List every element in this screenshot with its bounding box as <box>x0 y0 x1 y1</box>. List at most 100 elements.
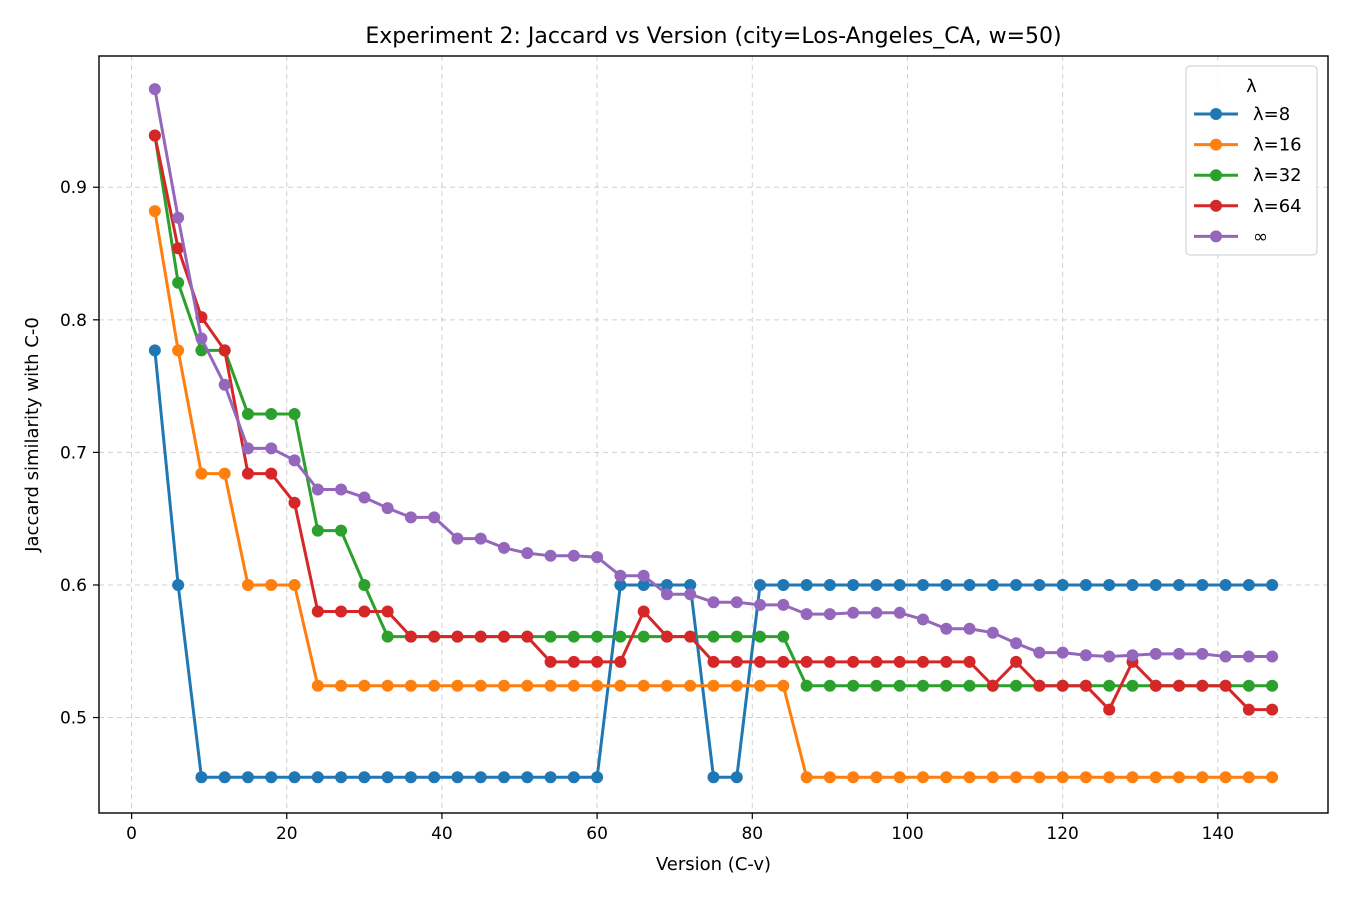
data-point <box>847 771 860 784</box>
data-point <box>660 588 673 601</box>
data-point <box>754 598 767 611</box>
data-point <box>1219 578 1232 591</box>
data-point <box>684 588 697 601</box>
data-point <box>986 626 999 639</box>
legend-entry: ∞ <box>1194 226 1268 247</box>
data-point <box>311 483 324 496</box>
x-tick-label: 80 <box>741 824 763 844</box>
x-tick-label: 140 <box>1202 824 1234 844</box>
data-point <box>986 679 999 692</box>
legend-marker <box>1210 169 1222 182</box>
data-point <box>1242 650 1255 663</box>
data-point <box>1242 771 1255 784</box>
data-point <box>870 578 883 591</box>
legend-marker <box>1210 138 1222 151</box>
data-point <box>1149 771 1162 784</box>
series-4 <box>148 129 1279 716</box>
data-point <box>940 771 953 784</box>
x-tick-label: 0 <box>126 824 137 844</box>
data-point <box>1266 650 1279 663</box>
data-point <box>707 771 720 784</box>
data-point <box>288 407 301 420</box>
y-tick-label: 0.8 <box>60 311 87 331</box>
data-point <box>660 679 673 692</box>
data-point <box>707 596 720 609</box>
data-point <box>451 630 464 643</box>
data-point <box>358 605 371 618</box>
data-point <box>404 630 417 643</box>
data-point <box>1103 703 1116 716</box>
data-point <box>148 129 161 142</box>
data-point <box>800 578 813 591</box>
legend-entry: λ=16 <box>1194 135 1302 156</box>
legend-marker <box>1210 230 1222 243</box>
data-point <box>1033 679 1046 692</box>
data-point <box>1079 771 1092 784</box>
data-point <box>1173 578 1186 591</box>
data-point <box>544 679 557 692</box>
legend-label: λ=16 <box>1253 135 1302 156</box>
data-point <box>474 532 487 545</box>
data-point <box>800 608 813 621</box>
data-point <box>1219 771 1232 784</box>
data-point <box>893 606 906 619</box>
data-point <box>1056 771 1069 784</box>
data-point <box>567 630 580 643</box>
data-point <box>381 502 394 515</box>
x-tick-label: 120 <box>1046 824 1078 844</box>
data-point <box>265 578 278 591</box>
data-point <box>311 605 324 618</box>
legend-entry: λ=8 <box>1194 104 1290 125</box>
data-point <box>1196 647 1209 660</box>
data-point <box>637 605 650 618</box>
data-point <box>940 622 953 635</box>
data-point <box>381 605 394 618</box>
data-point <box>591 771 604 784</box>
data-point <box>1149 578 1162 591</box>
data-point <box>218 467 231 480</box>
data-point <box>684 630 697 643</box>
data-point <box>1196 679 1209 692</box>
data-point <box>870 655 883 668</box>
data-point <box>335 605 348 618</box>
data-point <box>311 679 324 692</box>
data-point <box>823 608 836 621</box>
data-point <box>730 655 743 668</box>
data-point <box>1126 649 1139 662</box>
data-point <box>404 511 417 524</box>
x-axis-label: Version (C-v) <box>656 854 771 875</box>
plot-frame <box>98 55 1329 814</box>
data-point <box>707 655 720 668</box>
data-point <box>916 655 929 668</box>
data-point <box>800 655 813 668</box>
ticks: 0 20 40 60 80 100 120 140 0.5 0.6 0.7 0.8 0.9 <box>60 178 1234 844</box>
data-point <box>730 630 743 643</box>
data-point <box>800 679 813 692</box>
data-point <box>986 578 999 591</box>
data-point <box>614 630 627 643</box>
data-point <box>1196 578 1209 591</box>
legend-entry: λ=64 <box>1194 196 1302 217</box>
data-point <box>1010 771 1023 784</box>
data-point <box>311 771 324 784</box>
data-point <box>1056 679 1069 692</box>
data-point <box>1103 771 1116 784</box>
data-point <box>1010 655 1023 668</box>
x-tick-label: 40 <box>431 824 453 844</box>
data-point <box>335 483 348 496</box>
data-point <box>800 771 813 784</box>
data-point <box>1266 771 1279 784</box>
data-point <box>335 679 348 692</box>
data-point <box>823 679 836 692</box>
legend-label: λ=8 <box>1253 104 1290 125</box>
data-point <box>1173 647 1186 660</box>
data-point <box>1126 679 1139 692</box>
data-point <box>963 771 976 784</box>
data-point <box>195 467 208 480</box>
data-point <box>498 541 511 554</box>
data-point <box>684 578 697 591</box>
data-point <box>847 655 860 668</box>
